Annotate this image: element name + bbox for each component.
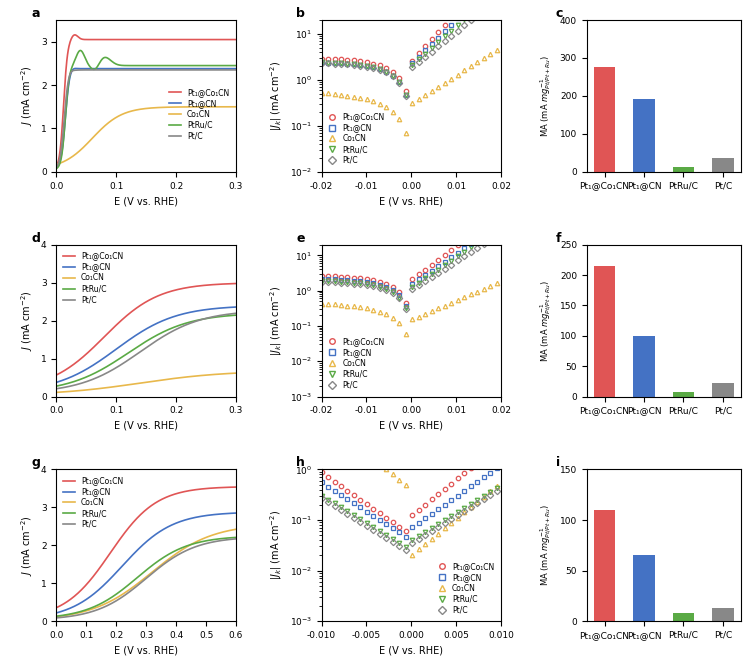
- Bar: [672, 167, 694, 172]
- Y-axis label: $J$ (mA cm$^{-2}$): $J$ (mA cm$^{-2}$): [20, 290, 35, 351]
- Text: d: d: [32, 232, 40, 244]
- Bar: [594, 510, 615, 621]
- Y-axis label: $|J_k|$ (mA cm$^{-2}$): $|J_k|$ (mA cm$^{-2}$): [268, 286, 284, 355]
- X-axis label: E (V vs. RHE): E (V vs. RHE): [380, 196, 444, 206]
- Bar: [633, 336, 655, 397]
- Text: a: a: [32, 7, 40, 20]
- Bar: [672, 613, 694, 621]
- Bar: [672, 391, 694, 397]
- Legend: Pt₁@Co₁CN, Pt₁@CN, Co₁CN, PtRu/C, Pt/C: Pt₁@Co₁CN, Pt₁@CN, Co₁CN, PtRu/C, Pt/C: [326, 110, 387, 168]
- Text: c: c: [556, 7, 563, 20]
- Bar: [633, 99, 655, 172]
- Y-axis label: $|J_k|$ (mA cm$^{-2}$): $|J_k|$ (mA cm$^{-2}$): [268, 510, 284, 580]
- X-axis label: E (V vs. RHE): E (V vs. RHE): [380, 421, 444, 431]
- Y-axis label: $J$ (mA cm$^{-2}$): $J$ (mA cm$^{-2}$): [20, 65, 35, 126]
- Text: f: f: [556, 232, 562, 244]
- Legend: Pt₁@Co₁CN, Pt₁@CN, Co₁CN, PtRu/C, Pt/C: Pt₁@Co₁CN, Pt₁@CN, Co₁CN, PtRu/C, Pt/C: [166, 85, 232, 144]
- Bar: [594, 67, 615, 172]
- Legend: Pt₁@Co₁CN, Pt₁@CN, Co₁CN, PtRu/C, Pt/C: Pt₁@Co₁CN, Pt₁@CN, Co₁CN, PtRu/C, Pt/C: [60, 473, 126, 532]
- Bar: [594, 266, 615, 397]
- Text: e: e: [296, 232, 305, 244]
- Y-axis label: $J$ (mA cm$^{-2}$): $J$ (mA cm$^{-2}$): [20, 515, 35, 576]
- Bar: [633, 556, 655, 621]
- Y-axis label: MA (mA $mg_{Pt/Pt+Ru}^{-1}$): MA (mA $mg_{Pt/Pt+Ru}^{-1}$): [539, 279, 554, 362]
- Text: b: b: [296, 7, 305, 20]
- X-axis label: E (V vs. RHE): E (V vs. RHE): [114, 196, 178, 206]
- X-axis label: E (V vs. RHE): E (V vs. RHE): [114, 421, 178, 431]
- X-axis label: E (V vs. RHE): E (V vs. RHE): [114, 645, 178, 655]
- Text: g: g: [32, 456, 40, 470]
- Y-axis label: MA (mA $mg_{Pt/Pt+Ru}^{-1}$): MA (mA $mg_{Pt/Pt+Ru}^{-1}$): [539, 504, 554, 587]
- Y-axis label: $|J_k|$ (mA cm$^{-2}$): $|J_k|$ (mA cm$^{-2}$): [268, 61, 284, 131]
- Legend: Pt₁@Co₁CN, Pt₁@CN, Co₁CN, PtRu/C, Pt/C: Pt₁@Co₁CN, Pt₁@CN, Co₁CN, PtRu/C, Pt/C: [435, 558, 497, 617]
- Y-axis label: MA (mA $mg_{Pt/Pt+Ru}^{-1}$): MA (mA $mg_{Pt/Pt+Ru}^{-1}$): [539, 55, 554, 137]
- Bar: [712, 158, 734, 172]
- Text: h: h: [296, 456, 305, 470]
- Bar: [712, 608, 734, 621]
- Legend: Pt₁@Co₁CN, Pt₁@CN, Co₁CN, PtRu/C, Pt/C: Pt₁@Co₁CN, Pt₁@CN, Co₁CN, PtRu/C, Pt/C: [326, 334, 387, 393]
- Legend: Pt₁@Co₁CN, Pt₁@CN, Co₁CN, PtRu/C, Pt/C: Pt₁@Co₁CN, Pt₁@CN, Co₁CN, PtRu/C, Pt/C: [60, 248, 126, 307]
- Text: i: i: [556, 456, 560, 470]
- Bar: [712, 383, 734, 397]
- X-axis label: E (V vs. RHE): E (V vs. RHE): [380, 645, 444, 655]
